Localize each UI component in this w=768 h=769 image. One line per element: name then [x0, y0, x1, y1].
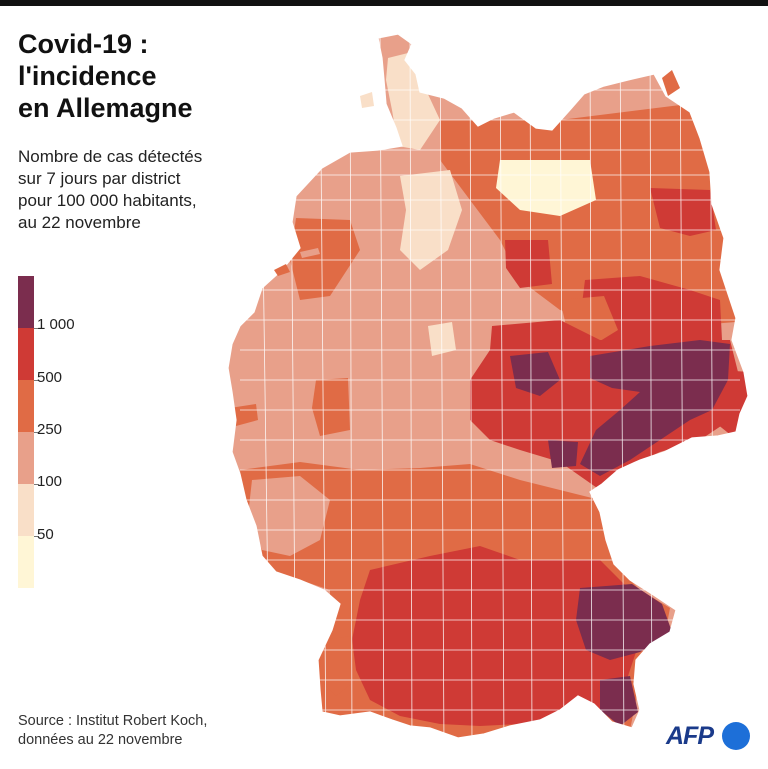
region-emsland — [290, 218, 360, 300]
subtitle-line-3: pour 100 000 habitants, — [18, 191, 197, 210]
district-borders — [240, 34, 740, 738]
source-line-1: Source : Institut Robert Koch, — [18, 713, 208, 729]
subtitle-line-2: sur 7 jours par district — [18, 169, 181, 188]
legend-swatch-250-500 — [18, 380, 34, 432]
legend-swatch-50-100 — [18, 484, 34, 536]
legend-label-100: 100 — [37, 473, 63, 490]
region-mecklenburg — [496, 160, 596, 216]
title-line-2: l'incidence — [18, 61, 157, 91]
afp-logo-text: AFP — [666, 722, 714, 750]
source-note: Source : Institut Robert Koch, données a… — [18, 712, 278, 750]
district-borders-vertical — [259, 34, 715, 738]
subtitle-line-1: Nombre de cas détectés — [18, 147, 203, 166]
map-subtitle: Nombre de cas détectés sur 7 jours par d… — [18, 146, 268, 234]
region-hochsauerland — [312, 378, 350, 436]
island-rügen — [662, 70, 680, 96]
legend-tick-250 — [34, 432, 39, 433]
island-sylt — [360, 92, 374, 108]
region-saar-palatinate — [248, 476, 330, 556]
legend-tick-50 — [34, 536, 39, 537]
legend-swatch-500-1000 — [18, 328, 34, 380]
legend-swatch-under-50 — [18, 536, 34, 588]
incidence-regions — [228, 34, 748, 738]
region-schleswig — [386, 50, 440, 150]
title-line-3: en Allemagne — [18, 93, 193, 123]
source-line-2: données au 22 novembre — [18, 732, 183, 748]
afp-logo: AFP — [666, 720, 758, 752]
legend-label-250: 250 — [37, 421, 63, 438]
legend-swatch-over-1000 — [18, 276, 34, 328]
island-borkum — [274, 264, 290, 276]
region-lower-saxony — [400, 170, 462, 270]
legend-label-500: 500 — [37, 369, 63, 386]
island-norderney — [300, 248, 320, 258]
legend-tick-1000 — [34, 328, 39, 329]
top-bar — [0, 0, 768, 6]
subtitle-line-4: au 22 novembre — [18, 213, 141, 232]
region-saxony — [580, 340, 730, 476]
region-passau — [576, 584, 672, 660]
germany-outline — [227, 33, 749, 739]
region-mansfeld — [510, 352, 560, 396]
afp-logo-dot-icon — [722, 722, 750, 750]
legend-swatch-100-250 — [18, 432, 34, 484]
color-legend: 1 000 500 250 100 50 — [18, 276, 118, 592]
region-freiburg — [320, 636, 356, 696]
region-aachen — [230, 404, 258, 426]
legend-tick-500 — [34, 380, 39, 381]
legend-tick-100 — [34, 484, 39, 485]
map-title: Covid-19 : l'incidence en Allemagne — [18, 28, 248, 124]
legend-label-1000: 1 000 — [37, 316, 75, 333]
region-berchtesgaden — [600, 676, 638, 726]
region-bavaria-bw — [352, 546, 640, 726]
region-prignitz — [505, 240, 552, 288]
region-saale-orla — [548, 440, 578, 468]
title-line-1: Covid-19 : — [18, 29, 149, 59]
legend-label-50: 50 — [37, 526, 54, 543]
